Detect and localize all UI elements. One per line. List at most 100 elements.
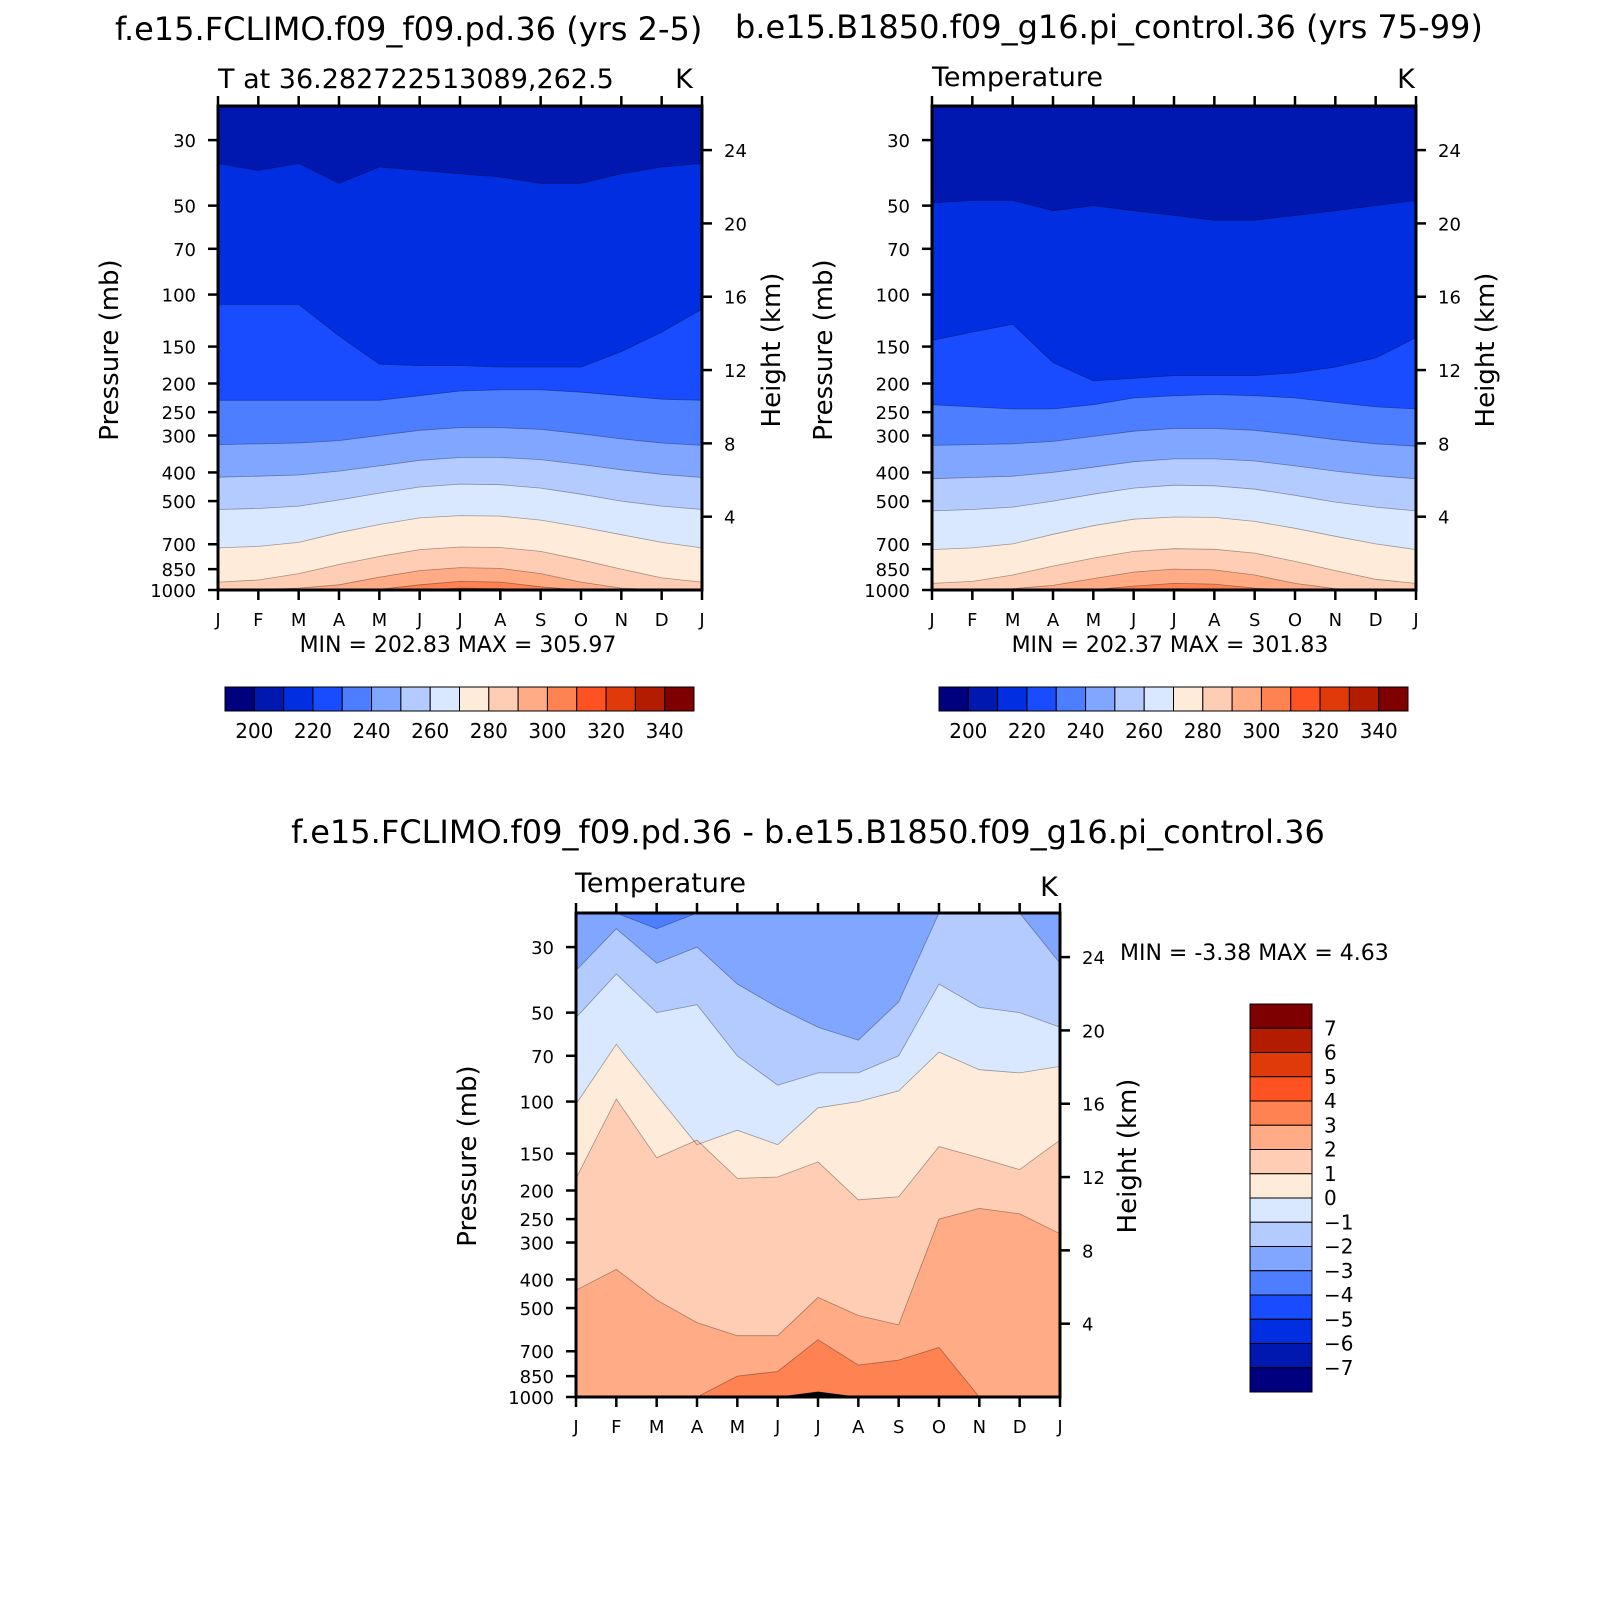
panel-right-ytick-label: 70 bbox=[887, 240, 910, 261]
panel-diff-xtick-label: S bbox=[893, 1417, 904, 1438]
panel-right-band-10 bbox=[932, 583, 1416, 590]
panel-left-xtick-label: M bbox=[372, 610, 388, 631]
panel-diff-colorbar-label: 1 bbox=[1324, 1162, 1337, 1186]
panel-left-subtitle: T at 36.282722513089,262.5 bbox=[217, 64, 614, 95]
panel-left-contours bbox=[218, 106, 702, 590]
panel-diff-ytick-label: 500 bbox=[520, 1299, 554, 1320]
panel-diff-colorbar-label: 4 bbox=[1324, 1089, 1337, 1113]
panel-diff-colorbar-swatch bbox=[1249, 1027, 1313, 1053]
panel-left-ytick-label: 700 bbox=[162, 535, 196, 556]
panel-left-xtick-label: J bbox=[416, 610, 422, 631]
panel-diff-title: f.e15.FCLIMO.f09_f09.pd.36 - b.e15.B1850… bbox=[291, 813, 1325, 851]
panel-diff-colorbar-label: 7 bbox=[1324, 1016, 1337, 1040]
panel-diff-ylabel-right: Height (km) bbox=[1113, 1079, 1143, 1234]
panel-left-band-10 bbox=[218, 581, 702, 590]
panel-left-contour-line-7 bbox=[217, 546, 703, 583]
panel-left-ytick-label: 50 bbox=[173, 197, 196, 218]
panel-diff-xtick-label: A bbox=[691, 1417, 704, 1438]
panel-diff-colorbar-swatch bbox=[1249, 1343, 1313, 1369]
panel-right-xtick-label: J bbox=[1412, 610, 1418, 631]
panel-left-ytick-label: 150 bbox=[162, 338, 196, 359]
panel-right: b.e15.B1850.f09_g16.pi_control.36 (yrs 7… bbox=[735, 8, 1501, 743]
panel-diff-ytick-right-label: 24 bbox=[1082, 948, 1105, 969]
panel-right-colorbar-swatch bbox=[1143, 686, 1174, 712]
panel-left-colorbar-label: 340 bbox=[646, 719, 684, 743]
panel-right-contour-line-0 bbox=[931, 200, 1417, 221]
panel-diff-xtick-label: F bbox=[611, 1417, 621, 1438]
panel-diff-ytick-right-label: 12 bbox=[1082, 1168, 1105, 1189]
panel-left-contour-line-8 bbox=[217, 567, 702, 591]
panel-right-colorbar-swatch bbox=[1055, 686, 1087, 712]
panel-right-ytick-right-label: 20 bbox=[1438, 214, 1461, 235]
panel-left-colorbar-label: 240 bbox=[352, 719, 390, 743]
panel-left-minmax: MIN = 202.83 MAX = 305.97 bbox=[300, 633, 617, 658]
panel-diff-colorbar-label: −1 bbox=[1324, 1210, 1353, 1234]
panel-left-contour-line-3 bbox=[217, 427, 703, 446]
panel-left-title: f.e15.FCLIMO.f09_f09.pd.36 (yrs 2-5) bbox=[115, 10, 702, 48]
panel-diff-colorbar-swatch bbox=[1249, 1318, 1313, 1344]
panel-right-xtick-label: O bbox=[1288, 610, 1302, 631]
panel-left: f.e15.FCLIMO.f09_f09.pd.36 (yrs 2-5) T a… bbox=[95, 10, 787, 743]
panel-right-xtick-label: N bbox=[1329, 610, 1342, 631]
panel-diff-xtick-label: J bbox=[814, 1417, 820, 1438]
panel-left-colorbar-swatch bbox=[341, 686, 373, 712]
panel-diff-colorbar-swatch bbox=[1249, 1294, 1313, 1320]
panel-diff-colorbar-label: −4 bbox=[1324, 1283, 1353, 1307]
panel-right-colorbar: 200 220 240 260 280 300 320 340 bbox=[938, 686, 1409, 743]
panel-right-minmax: MIN = 202.37 MAX = 301.83 bbox=[1012, 633, 1329, 658]
panel-right-contour-line-1 bbox=[931, 323, 1417, 382]
panel-right-ytick-label: 1000 bbox=[864, 581, 910, 602]
panel-left-contour-line-1 bbox=[218, 304, 703, 368]
panel-diff-ytick-label: 1000 bbox=[508, 1388, 554, 1409]
panel-right-colorbar-label: 320 bbox=[1301, 719, 1339, 743]
panel-diff-xtick-label: J bbox=[572, 1417, 578, 1438]
panel-diff-axes: J F M A M J J A S O N D J 30 50 70 100 150 200 250 300 400 500… bbox=[508, 903, 1105, 1438]
panel-right-ytick-label: 250 bbox=[876, 403, 910, 424]
panel-right-xtick-label: F bbox=[967, 610, 977, 631]
panel-left-xtick-label: A bbox=[494, 610, 507, 631]
panel-diff-units: K bbox=[1040, 872, 1059, 903]
panel-right-ylabel-right: Height (km) bbox=[1471, 273, 1501, 428]
panel-left-band-9 bbox=[218, 567, 702, 590]
panel-right-subtitle: Temperature bbox=[931, 62, 1103, 93]
panel-right-units: K bbox=[1397, 64, 1416, 95]
panel-right-ytick-right-label: 12 bbox=[1438, 361, 1461, 382]
panel-right-xtick-label: J bbox=[928, 610, 934, 631]
panel-right-contour-line-2 bbox=[931, 394, 1417, 410]
panel-diff-xtick-label: J bbox=[1056, 1417, 1062, 1438]
panel-left-colorbar-swatch bbox=[634, 686, 666, 712]
panel-right-contour-line-4 bbox=[931, 458, 1417, 480]
panel-right-xtick-label: M bbox=[1086, 610, 1102, 631]
panel-left-colorbar: 200 220 240 260 280 300 320 340 bbox=[224, 686, 695, 743]
panel-diff-colorbar-label: 3 bbox=[1324, 1113, 1337, 1137]
panel-diff-colorbar-swatch bbox=[1249, 1149, 1313, 1175]
panel-right-colorbar-swatch bbox=[1085, 686, 1116, 712]
panel-left-contour-line-4 bbox=[217, 457, 703, 478]
panel-right-colorbar-label: 200 bbox=[949, 719, 987, 743]
panel-diff-xtick-label: O bbox=[932, 1417, 946, 1438]
panel-diff-ytick-right-label: 8 bbox=[1082, 1241, 1093, 1262]
panel-right-xtick-label: A bbox=[1047, 610, 1060, 631]
panel-right-ylabel: Pressure (mb) bbox=[809, 259, 839, 440]
panel-right-ytick-label: 850 bbox=[876, 560, 910, 581]
panel-diff-colorbar-swatch bbox=[1249, 1270, 1313, 1296]
panel-left-colorbar-swatch bbox=[371, 686, 402, 712]
panel-left-colorbar-swatch bbox=[283, 686, 314, 712]
panel-diff-colorbar-swatch bbox=[1249, 1100, 1313, 1126]
panel-left-contour-line-2 bbox=[218, 389, 703, 401]
panel-diff-colorbar-swatch bbox=[1249, 1076, 1313, 1102]
panel-right-colorbar-label: 340 bbox=[1360, 719, 1398, 743]
panel-diff-colorbar-label: −3 bbox=[1324, 1259, 1353, 1283]
panel-left-axes: J F M A M J J A S O N D J 30 50 70 100 150 200 250 300 400 500… bbox=[150, 96, 747, 631]
panel-right-xtick-label: S bbox=[1249, 610, 1260, 631]
panel-right-ytick-right-label: 4 bbox=[1438, 508, 1449, 529]
panel-right-colorbar-swatch bbox=[1114, 686, 1145, 712]
panel-right-contour-line-7 bbox=[931, 548, 1417, 584]
panel-left-ytick-label: 250 bbox=[162, 403, 196, 424]
panel-right-axes: J F M A M J J A S O N D J 30 50 70 100 150 200 250 300 400 500… bbox=[864, 96, 1461, 631]
panel-diff-contours bbox=[576, 913, 1060, 1397]
panel-diff-colorbar-label: −5 bbox=[1324, 1307, 1353, 1331]
panel-right-colorbar-swatch bbox=[1260, 686, 1292, 712]
